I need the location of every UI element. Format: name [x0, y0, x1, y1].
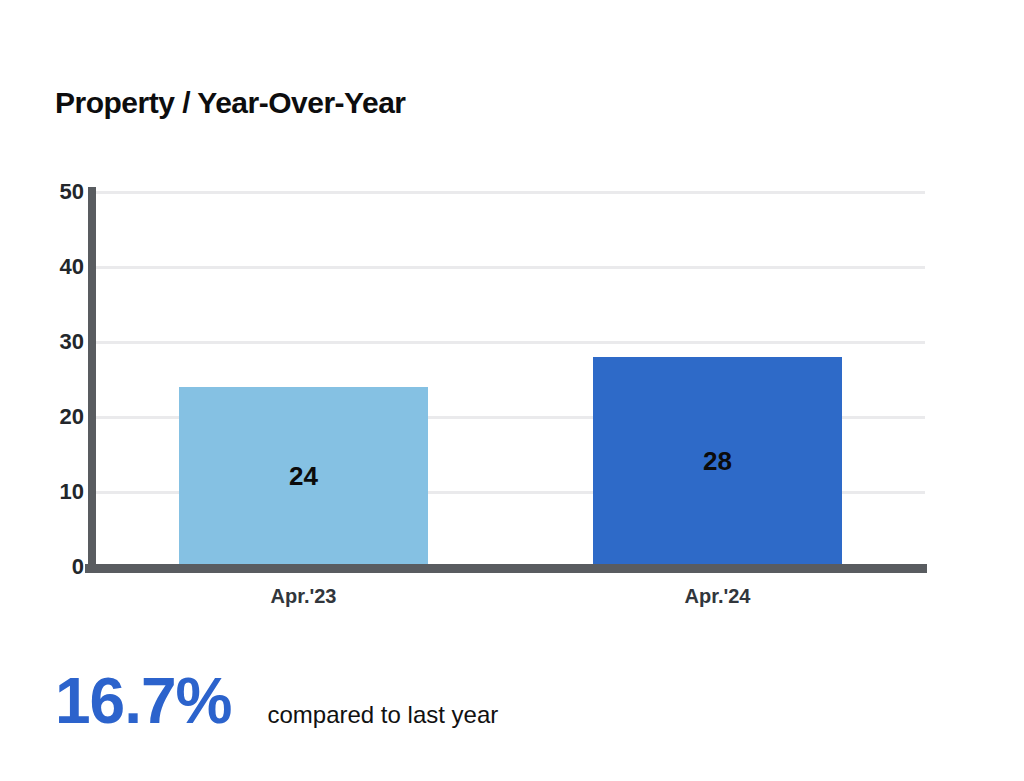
- bar-chart: 0 10 20 30 40 50 24 Apr.'23 28 Apr.'24: [0, 0, 1024, 640]
- bar-value-label: 24: [179, 463, 428, 489]
- x-tick-label: Apr.'23: [224, 583, 384, 609]
- y-axis: [88, 187, 96, 573]
- gridline: [96, 341, 925, 344]
- x-axis: [85, 564, 927, 573]
- x-tick-label: Apr.'24: [638, 583, 798, 609]
- y-tick-label: 10: [24, 481, 84, 503]
- y-tick-label: 20: [24, 406, 84, 428]
- yoy-change-note: compared to last year: [267, 701, 498, 729]
- y-tick-label: 0: [24, 556, 84, 578]
- gridline: [96, 266, 925, 269]
- bar-value-label: 28: [593, 448, 842, 474]
- yoy-summary: 16.7% compared to last year: [55, 664, 498, 738]
- y-tick-label: 50: [24, 181, 84, 203]
- gridline: [96, 191, 925, 194]
- y-tick-label: 40: [24, 256, 84, 278]
- y-tick-label: 30: [24, 331, 84, 353]
- yoy-report-page: Property / Year-Over-Year 0102030405024A…: [0, 0, 1024, 781]
- yoy-change-value: 16.7%: [55, 664, 231, 738]
